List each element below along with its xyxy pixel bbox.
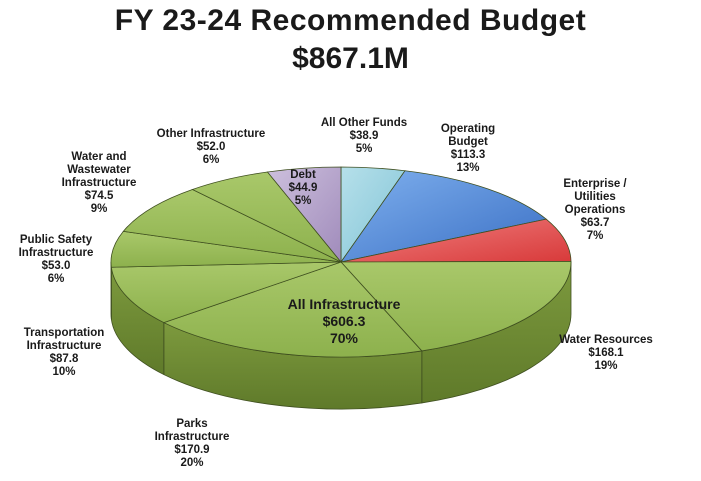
slice-label-line: All Other Funds bbox=[321, 117, 407, 129]
slice-label-line: 6% bbox=[48, 273, 65, 285]
slice-label-line: Budget bbox=[448, 136, 488, 148]
slice-label-line: Debt bbox=[290, 169, 316, 181]
pie-slice-transportation-infrastructure bbox=[110, 261, 342, 324]
slice-label-other-infrastructure: Other Infrastructure $52.0 6% bbox=[157, 128, 266, 166]
slice-label-line: Wastewater bbox=[67, 164, 131, 176]
chart-subtitle: $867.1M bbox=[292, 42, 409, 75]
slice-label-line: $170.9 bbox=[174, 444, 209, 456]
slice-label-line: Water and bbox=[71, 151, 126, 163]
pie-slice-parks-infrastructure bbox=[162, 261, 423, 358]
slice-label-line: $38.9 bbox=[350, 130, 379, 142]
slice-label-line: Infrastructure bbox=[62, 177, 137, 189]
slice-label-line: 13% bbox=[456, 162, 479, 174]
slice-label-line: $74.5 bbox=[85, 190, 114, 202]
slice-label-line: Infrastructure bbox=[155, 431, 230, 443]
slice-label-line: $52.0 bbox=[197, 141, 226, 153]
slice-label-line: 5% bbox=[295, 195, 312, 207]
slice-label-all-infrastructure: All Infrastructure $606.3 70% bbox=[288, 296, 401, 346]
pie-slice-debt bbox=[266, 166, 342, 264]
slice-label-line: $87.8 bbox=[50, 353, 79, 365]
slice-label-operating: Operating Budget $113.3 13% bbox=[441, 123, 495, 174]
slice-label-line: $63.7 bbox=[581, 217, 610, 229]
slice-label-line: Operating bbox=[441, 123, 495, 135]
slice-label-line: 20% bbox=[180, 457, 203, 469]
slice-label-line: Infrastructure bbox=[19, 247, 94, 259]
slice-label-line: 6% bbox=[203, 154, 220, 166]
slice-label-water-resources: Water Resources $168.1 19% bbox=[559, 334, 653, 372]
slice-label-line: 9% bbox=[91, 203, 108, 215]
slice-label-line: Parks bbox=[176, 418, 207, 430]
slice-label-line: Transportation bbox=[24, 327, 105, 339]
slice-label-line: Utilities bbox=[574, 191, 616, 203]
slice-label-line: $606.3 bbox=[323, 313, 366, 329]
slice-label-line: 7% bbox=[587, 230, 604, 242]
slice-label-line: 19% bbox=[594, 360, 617, 372]
slice-label-line: $168.1 bbox=[588, 347, 624, 359]
slice-label-line: Operations bbox=[565, 204, 626, 216]
slice-label-line: 5% bbox=[356, 143, 373, 155]
slice-label-line: Public Safety bbox=[20, 234, 93, 246]
slice-label-line: Water Resources bbox=[559, 334, 653, 346]
slice-label-debt: Debt $44.9 5% bbox=[289, 169, 318, 207]
slice-label-line: 70% bbox=[330, 330, 359, 346]
pie-slice-operating-budget bbox=[340, 170, 548, 263]
pie-slice-enterprise-utilities-operations bbox=[340, 218, 572, 263]
chart-title: FY 23-24 Recommended Budget bbox=[114, 4, 587, 37]
slice-label-all-other-funds: All Other Funds $38.9 5% bbox=[321, 117, 407, 155]
slice-label-line: Enterprise / bbox=[563, 178, 627, 190]
slice-label-line: $44.9 bbox=[289, 182, 318, 194]
slice-label-line: Infrastructure bbox=[27, 340, 102, 352]
slice-label-line: 10% bbox=[52, 366, 75, 378]
slice-label-public-safety: Public Safety Infrastructure $53.0 6% bbox=[19, 234, 94, 285]
slice-label-parks: Parks Infrastructure $170.9 20% bbox=[155, 418, 230, 469]
slice-label-enterprise: Enterprise / Utilities Operations $63.7 7% bbox=[563, 178, 627, 242]
slice-label-transportation: Transportation Infrastructure $87.8 10% bbox=[24, 327, 105, 378]
pie-slice-water-resources bbox=[340, 260, 572, 352]
slice-label-line: Other Infrastructure bbox=[157, 128, 266, 140]
pie-slice-water-and-wastewater-infrastructure bbox=[122, 189, 342, 263]
slice-label-water-and: Water and Wastewater Infrastructure $74.5 9% bbox=[62, 151, 137, 215]
slice-label-line: $113.3 bbox=[451, 149, 486, 161]
slice-label-line: All Infrastructure bbox=[288, 296, 401, 312]
slice-label-line: $53.0 bbox=[42, 260, 71, 272]
